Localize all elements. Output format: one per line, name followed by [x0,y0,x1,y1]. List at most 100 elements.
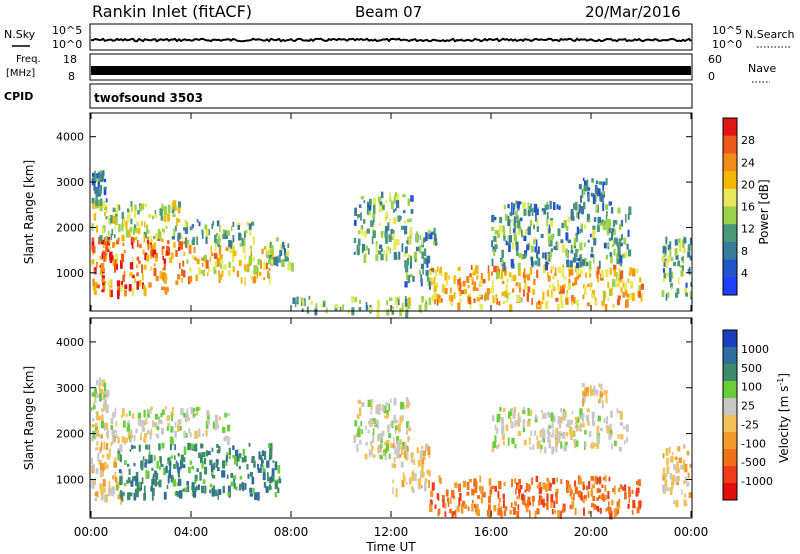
data-cell [124,460,127,465]
data-cell [678,457,682,464]
data-cell [687,244,691,251]
nave-tick-bottom: 0 [708,70,715,83]
data-cell [92,283,97,291]
data-cell [262,465,265,472]
data-cell [227,436,230,446]
data-cell [353,251,356,255]
data-cell [379,244,383,250]
data-cell [227,424,231,432]
data-cell [185,432,188,438]
data-cell [624,282,627,292]
nsky-tick-bottom: 10^0 [52,38,82,51]
data-cell [535,250,539,259]
velocity-y-axis-label: Slant Range [km] [22,366,36,470]
data-cell [198,452,201,458]
colorbar-swatch [723,206,737,225]
data-cell [469,304,472,309]
colorbar-swatch [723,135,737,154]
data-cell [174,455,176,460]
data-cell [173,464,176,469]
data-cell [505,283,508,292]
data-cell [394,192,397,197]
colorbar-swatch [723,224,737,243]
data-cell [287,243,290,248]
data-cell [234,456,238,465]
data-cell [669,473,673,480]
data-cell [616,277,620,282]
data-cell [188,466,191,474]
data-cell [593,254,595,264]
data-cell [536,484,541,489]
data-cell [370,411,372,415]
data-cell [536,217,539,225]
data-cell [115,433,118,439]
data-cell [673,261,677,267]
data-cell [186,407,189,413]
data-cell [676,288,680,294]
data-cell [131,274,135,279]
data-cell [360,421,363,427]
data-cell [561,269,565,277]
data-cell [93,402,96,408]
data-cell [540,233,544,238]
data-cell [373,216,375,223]
data-cell [618,447,622,452]
data-cell [576,257,580,261]
data-cell [591,411,595,419]
data-cell [684,493,687,498]
data-cell [473,478,477,487]
data-cell [624,440,626,445]
data-cell [459,298,462,303]
data-cell [553,415,556,423]
data-cell [175,250,178,257]
data-cell [533,239,536,245]
data-cell [167,475,170,484]
data-cell [566,290,569,295]
data-cell [579,261,582,268]
data-cell [323,301,326,308]
data-cell [226,230,230,236]
data-cell [579,242,583,251]
data-cell [632,292,635,302]
data-cell [304,298,306,306]
data-cell [553,286,556,292]
data-cell [446,274,450,280]
data-cell [608,224,611,233]
data-cell [362,227,364,237]
data-cell [554,272,557,277]
freq-tick-top: 18 [63,53,77,66]
data-cell [523,406,525,412]
data-cell [380,253,384,261]
data-cell [161,286,165,290]
data-cell [176,482,179,487]
data-cell [463,288,467,294]
data-cell [246,263,249,268]
data-cell [378,250,382,255]
data-cell [174,225,177,232]
y-tick-label: 2000 [56,221,84,234]
data-cell [98,171,101,179]
data-cell [475,505,479,510]
data-cell [168,247,171,255]
data-cell [185,238,187,248]
data-cell [358,307,362,312]
data-cell [508,292,511,296]
data-cell [191,486,193,491]
data-cell [428,281,431,290]
data-cell [501,259,504,265]
data-cell [540,496,543,502]
data-cell [590,476,594,481]
data-cell [269,450,273,456]
data-cell [244,455,247,463]
data-cell [163,228,165,234]
data-cell [271,259,274,265]
data-cell [415,257,418,263]
data-cell [154,413,158,420]
data-cell [183,412,186,418]
data-cell [438,475,441,482]
data-cell [175,460,178,464]
data-cell [407,198,410,206]
data-cell [483,491,486,498]
data-cell [128,468,131,475]
data-cell [524,250,528,256]
